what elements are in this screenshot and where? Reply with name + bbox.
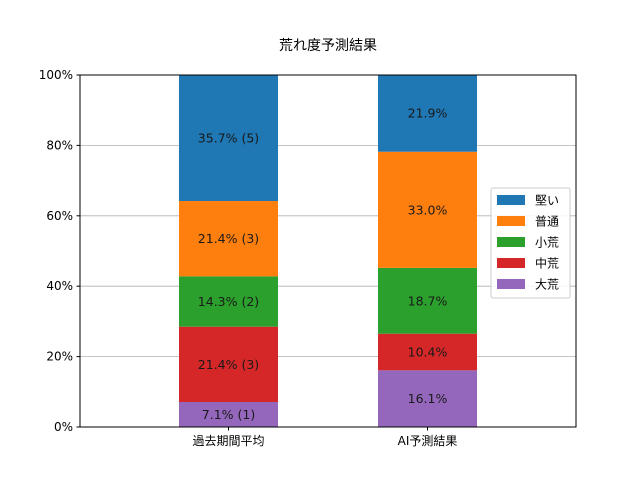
segment-data-label: 14.3% (2) — [198, 294, 259, 309]
segment-data-label: 21.9% — [408, 106, 448, 121]
y-tick-label: 0% — [54, 420, 73, 434]
y-tick-label: 20% — [46, 350, 73, 364]
segment-data-label: 10.4% — [408, 345, 448, 360]
bar-segment — [179, 402, 278, 427]
legend-label: 大荒 — [535, 278, 559, 292]
y-tick-label: 100% — [39, 68, 73, 82]
bar-segment — [378, 370, 477, 427]
x-tick-label: AI予測結果 — [398, 434, 458, 448]
chart-title: 荒れ度予測結果 — [279, 38, 377, 54]
bars — [179, 74, 477, 427]
x-tick-label: 過去期間平均 — [192, 434, 264, 448]
legend-box — [490, 187, 571, 299]
legend-swatch — [497, 216, 525, 226]
legend-swatch — [497, 237, 525, 247]
bar-segment — [378, 267, 477, 334]
segment-data-label: 21.4% (3) — [198, 357, 259, 372]
bar-segment — [179, 276, 278, 327]
legend-swatch — [497, 279, 525, 289]
segment-data-label: 7.1% (1) — [202, 407, 255, 422]
legend-label: 中荒 — [535, 256, 559, 271]
y-tick-label: 60% — [46, 209, 73, 223]
bar-segment — [179, 326, 278, 403]
segment-data-label: 21.4% (3) — [198, 231, 259, 246]
segment-labels: 7.1% (1) 21.4% (3) 14.3% (2) 21.4% (3) 35.7%… — [198, 106, 448, 422]
bar-segment — [179, 75, 278, 202]
bar-segment — [378, 74, 477, 152]
legend-label: 堅い — [535, 194, 559, 208]
segment-data-label: 18.7% — [408, 293, 448, 308]
legend-label: 小荒 — [535, 236, 559, 250]
plot-frame — [79, 74, 577, 428]
y-tick-label: 40% — [46, 279, 73, 293]
bar-segment — [179, 201, 278, 277]
segment-data-label: 16.1% — [408, 391, 448, 406]
y-tick-label: 80% — [46, 138, 73, 152]
bar-segment — [378, 333, 477, 371]
legend-label: 普通 — [535, 215, 559, 229]
segment-data-label: 35.7% (5) — [198, 131, 259, 146]
segment-data-label: 33.0% — [408, 202, 448, 217]
legend-swatch — [497, 258, 525, 268]
bar-segment — [378, 151, 477, 268]
axes: 0% 20% 40% 60% 80% 100% 過去期間平均 AI予測結果 — [39, 68, 458, 448]
legend-swatch — [497, 195, 525, 205]
